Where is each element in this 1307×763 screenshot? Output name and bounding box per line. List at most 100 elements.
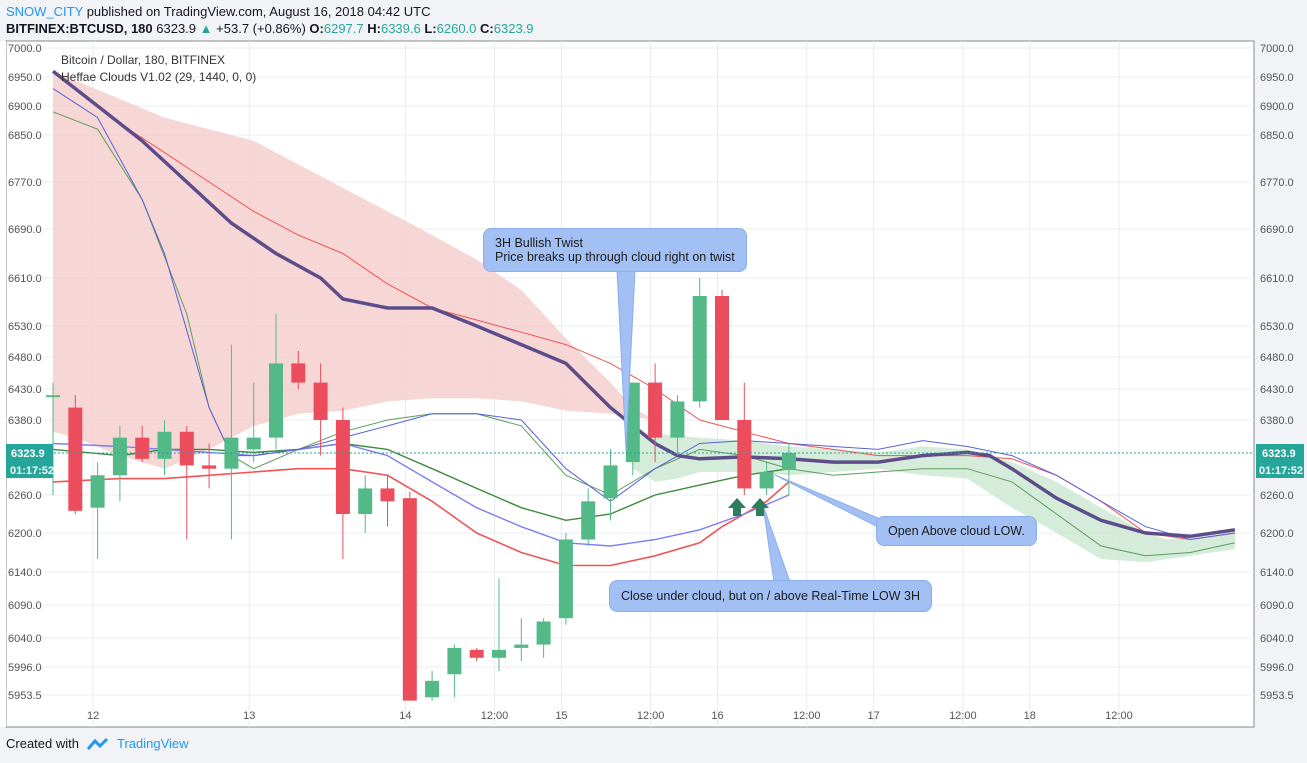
candle-body — [715, 296, 729, 420]
y-tick-label-left: 6900.0 — [8, 101, 42, 113]
candle-body — [625, 382, 640, 463]
candle-body — [246, 437, 261, 450]
candle-body — [670, 401, 685, 438]
y-tick-label-left: 6610.0 — [8, 273, 42, 285]
buy-arrow-icon — [751, 498, 769, 516]
candle-body — [759, 471, 774, 489]
base-green-line — [52, 442, 790, 522]
low-label: L: — [424, 21, 437, 36]
y-tick-label-left: 6260.0 — [8, 490, 42, 502]
y-tick-label-left: 6430.0 — [8, 384, 42, 396]
countdown-tag-right — [1256, 461, 1304, 478]
x-tick-label: 17 — [868, 710, 880, 722]
close-under-text: Close under cloud, but on / above Real-T… — [621, 589, 920, 603]
x-tick-label: 18 — [1024, 710, 1036, 722]
high-label: H: — [367, 21, 381, 36]
price-tag-left-text: 6323.9 — [11, 448, 45, 460]
y-tick-label-left: 6040.0 — [8, 633, 42, 645]
candle-body — [135, 437, 150, 459]
open-label: O: — [309, 21, 324, 36]
x-tick-label: 16 — [711, 710, 723, 722]
y-tick-label-right: 6200.0 — [1260, 528, 1294, 540]
candle-body — [335, 420, 350, 514]
candle-body — [358, 488, 373, 514]
symbol-label: BITFINEX:BTCUSD, 180 — [6, 21, 153, 36]
open-above-text: Open Above cloud LOW. — [888, 524, 1025, 538]
left-axis-bg — [0, 41, 6, 727]
tradingview-link[interactable]: TradingView — [116, 736, 189, 751]
y-tick-label-right: 6140.0 — [1260, 567, 1294, 579]
candle-body — [269, 363, 283, 438]
y-tick-label-right: 5996.0 — [1260, 662, 1294, 674]
candle-body — [402, 498, 417, 701]
ohlc-line: BITFINEX:BTCUSD, 180 6323.9 ▲ +53.7 (+0.… — [6, 20, 534, 37]
candle-body — [492, 649, 506, 658]
candle-body — [68, 407, 83, 511]
price-tag-right — [1256, 444, 1304, 461]
candle-body — [558, 539, 573, 619]
y-tick-label-left: 7000.0 — [8, 43, 42, 55]
countdown-tag-right-text: 01:17:52 — [1259, 465, 1303, 477]
candle-body — [202, 465, 217, 469]
x-tick-label: 12:00 — [481, 710, 509, 722]
y-tick-label-left: 6140.0 — [8, 567, 42, 579]
candles — [46, 278, 796, 701]
candle-body — [469, 649, 484, 658]
candle-body — [692, 296, 707, 402]
y-tick-label-left: 6380.0 — [8, 415, 42, 427]
footer: Created with TradingView — [6, 736, 189, 751]
close-under-callout: Close under cloud, but on / above Real-T… — [609, 580, 932, 612]
candle-body — [380, 488, 395, 502]
x-tick-label: 13 — [243, 710, 255, 722]
y-tick-label-left: 6770.0 — [8, 177, 42, 189]
candle-body — [648, 382, 663, 438]
candle-body — [514, 644, 529, 648]
y-tick-label-left: 6200.0 — [8, 528, 42, 540]
y-tick-label-left: 5953.5 — [8, 690, 42, 702]
tradingview-logo-icon — [86, 737, 109, 750]
y-tick-label-right: 6260.0 — [1260, 490, 1294, 502]
candle-body — [46, 395, 60, 398]
candle-body — [447, 647, 462, 675]
y-tick-label-right: 6040.0 — [1260, 633, 1294, 645]
realtime-low-line — [52, 467, 790, 567]
price-tag-left — [6, 444, 53, 461]
candle-body — [781, 452, 796, 471]
countdown-tag-left-text: 01:17:52 — [10, 465, 54, 477]
publish-info: published on TradingView.com, August 16,… — [86, 4, 431, 19]
high-value: 6339.6 — [380, 21, 421, 36]
y-tick-label-left: 6850.0 — [8, 130, 42, 142]
y-tick-label-right: 7000.0 — [1260, 43, 1294, 55]
candle-body — [313, 382, 328, 420]
author-link[interactable]: SNOW_CITY — [6, 4, 84, 19]
publish-line: SNOW_CITY published on TradingView.com, … — [6, 3, 534, 20]
y-tick-label-right: 6690.0 — [1260, 224, 1294, 236]
y-tick-label-left: 6530.0 — [8, 321, 42, 333]
bear-cloud — [53, 71, 656, 469]
open-above-callout: Open Above cloud LOW. — [876, 516, 1037, 546]
candle-body — [90, 475, 105, 508]
price-tag-right-text: 6323.9 — [1262, 448, 1296, 460]
twist-callout-line1: 3H Bullish Twist — [495, 236, 583, 250]
y-tick-label-right: 6770.0 — [1260, 177, 1294, 189]
twist-callout-line2: Price breaks up through cloud right on t… — [495, 250, 735, 264]
candle-body — [112, 437, 127, 476]
x-tick-label: 14 — [399, 710, 411, 722]
y-tick-label-right: 5953.5 — [1260, 690, 1294, 702]
x-tick-label: 12:00 — [949, 710, 977, 722]
candle-body — [179, 431, 194, 466]
chart-header: SNOW_CITY published on TradingView.com, … — [6, 3, 534, 37]
open-value: 6297.7 — [323, 21, 364, 36]
y-tick-label-left: 6950.0 — [8, 72, 42, 84]
y-tick-label-left: 6480.0 — [8, 352, 42, 364]
y-tick-label-right: 6480.0 — [1260, 352, 1294, 364]
y-tick-label-right: 6850.0 — [1260, 130, 1294, 142]
main-trend-line — [51, 69, 1236, 539]
up-triangle-icon: ▲ — [199, 21, 213, 36]
y-tick-label-right: 6430.0 — [1260, 384, 1294, 396]
axes: 7000.0 7000.0 6950.0 6950.0 6900.0 6900.0 6850… — [0, 41, 1294, 727]
x-tick-label: 12:00 — [1105, 710, 1133, 722]
y-tick-label-right: 6090.0 — [1260, 600, 1294, 612]
legend-indicator: Heffae Clouds V1.02 (29, 1440, 0, 0) — [61, 70, 256, 84]
